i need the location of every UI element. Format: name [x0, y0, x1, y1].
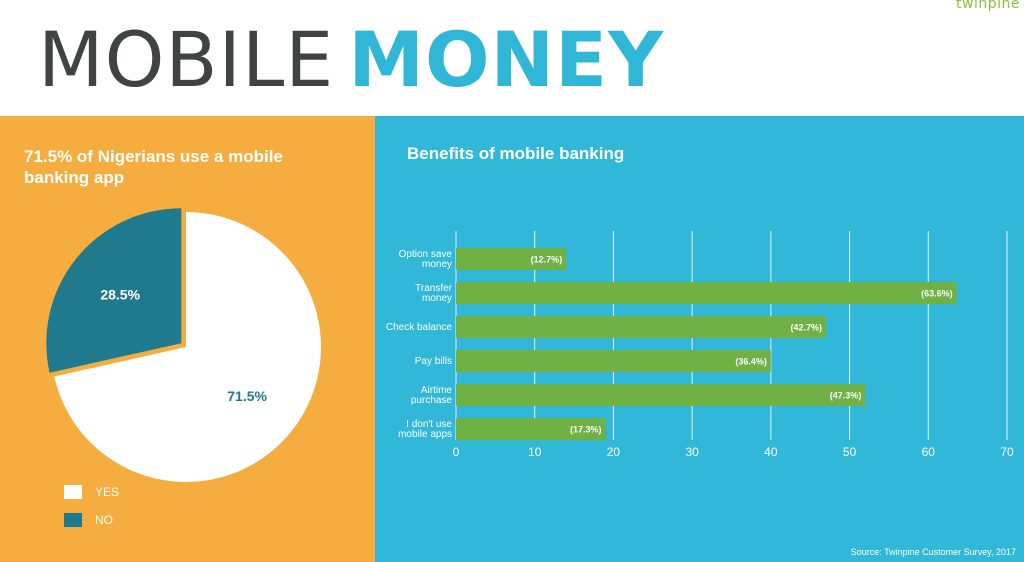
category-label: Option save money — [399, 249, 453, 270]
pie-label-no: 28.5% — [100, 286, 140, 302]
bar — [456, 350, 771, 372]
page-title: MOBILE MONEY — [38, 14, 664, 106]
pie-slice-yes — [54, 212, 322, 482]
source-note: Source: Twinpine Customer Survey, 2017 — [850, 547, 1016, 557]
legend-label-yes: YES — [95, 485, 120, 499]
bar-data-label: (47.3%) — [830, 391, 862, 401]
category-label: I don't use mobile apps — [398, 419, 452, 440]
x-tick-label: 70 — [1000, 445, 1014, 459]
title-word-mobile: MOBILE — [38, 15, 335, 104]
x-tick-label: 10 — [528, 445, 542, 459]
pie-chart-title: 71.5% of Nigerians use a mobile banking … — [24, 147, 283, 187]
bar — [456, 248, 567, 270]
pie-panel: 71.5% of Nigerians use a mobile banking … — [0, 116, 375, 562]
pie-chart: 71.5% 28.5% — [46, 208, 322, 482]
bar — [456, 418, 606, 440]
bar-data-label: (42.7%) — [790, 323, 822, 333]
bar-data-label: (63.6%) — [921, 289, 953, 299]
pie-slice-no — [46, 208, 182, 373]
category-label: Airtime purchase — [411, 385, 453, 406]
x-tick-label: 20 — [607, 445, 621, 459]
bar — [456, 384, 866, 406]
category-label: Check balance — [386, 322, 453, 333]
legend-label-no: NO — [95, 513, 113, 527]
x-tick-label: 40 — [764, 445, 778, 459]
x-tick-label: 50 — [843, 445, 857, 459]
legend-swatch-yes — [64, 485, 82, 499]
bar-data-label: (36.4%) — [735, 357, 767, 367]
pie-label-yes: 71.5% — [227, 388, 267, 404]
bar-data-label: (12.7%) — [531, 255, 563, 265]
legend-swatch-no — [64, 513, 82, 527]
bar-chart: 0 10 20 30 40 50 60 70 (12.7%) Option save money (6… — [386, 231, 1014, 459]
bar — [456, 282, 957, 304]
x-tick-label: 0 — [453, 445, 460, 459]
bar-data-label: (17.3%) — [570, 425, 602, 435]
bar-chart-title: Benefits of mobile banking — [407, 144, 625, 163]
bar — [456, 316, 826, 338]
bar-panel: Benefits of mobile banking 0 10 20 30 40 50 60… — [375, 116, 1024, 562]
category-label: Pay bills — [415, 356, 452, 367]
brand-logo: twinpine — [956, 0, 1020, 12]
x-tick-label: 60 — [922, 445, 936, 459]
category-label: Transfer money — [415, 283, 453, 304]
title-word-money: MONEY — [348, 15, 665, 104]
x-tick-label: 30 — [685, 445, 699, 459]
